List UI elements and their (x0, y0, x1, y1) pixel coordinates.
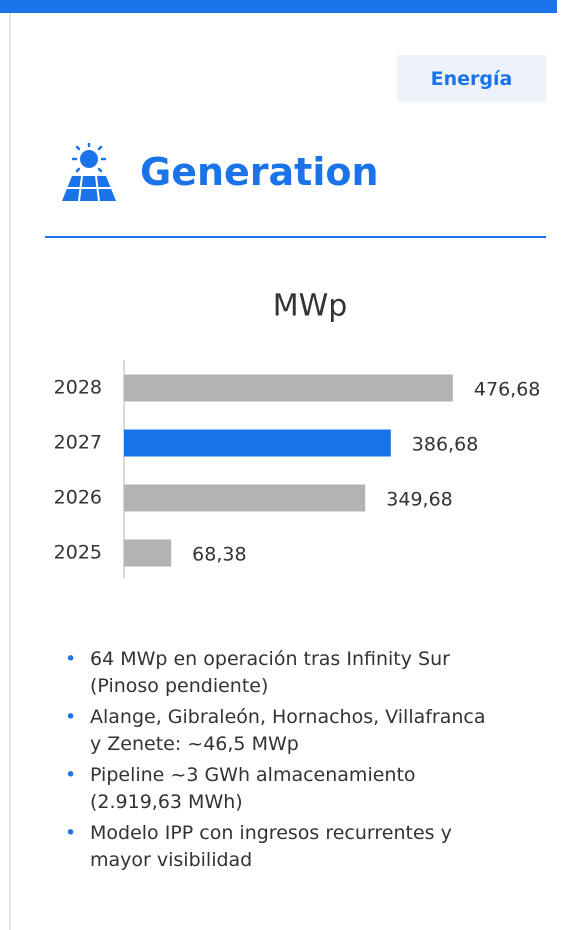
bullet-item: 64 MWp en operación tras Infinity Sur (P… (62, 646, 502, 700)
heading: Generation (140, 150, 379, 194)
value-label: 68,38 (192, 544, 246, 566)
bar (124, 539, 172, 567)
top-bar (0, 0, 557, 13)
value-label: 476,68 (474, 379, 540, 401)
y-tick-label: 2026 (54, 487, 102, 509)
bullet-item: Alange, Gibraleón, Hornachos, Villafranc… (62, 704, 502, 758)
solar-icon (62, 143, 116, 202)
bar (124, 429, 391, 457)
bar (124, 484, 366, 512)
y-tick-label: 2027 (54, 432, 102, 454)
bullet-list: 64 MWp en operación tras Infinity Sur (P… (62, 646, 502, 878)
y-tick-label: 2025 (54, 542, 102, 564)
bullet-item: Modelo IPP con ingresos recurrentes y ma… (62, 820, 502, 874)
value-label: 386,68 (412, 434, 478, 456)
bullet-item: Pipeline ~3 GWh almacenamiento (2.919,63… (62, 762, 502, 816)
left-border (9, 13, 11, 930)
chart-title: MWp (273, 289, 348, 324)
tag: Energía (397, 55, 546, 102)
bar (124, 374, 453, 402)
chart: MWp 2028 476,68 2027 386,68 2026 349,68 2025 68… (54, 289, 540, 578)
divider (45, 236, 546, 238)
value-label: 349,68 (386, 489, 452, 511)
y-tick-label: 2028 (54, 377, 102, 399)
